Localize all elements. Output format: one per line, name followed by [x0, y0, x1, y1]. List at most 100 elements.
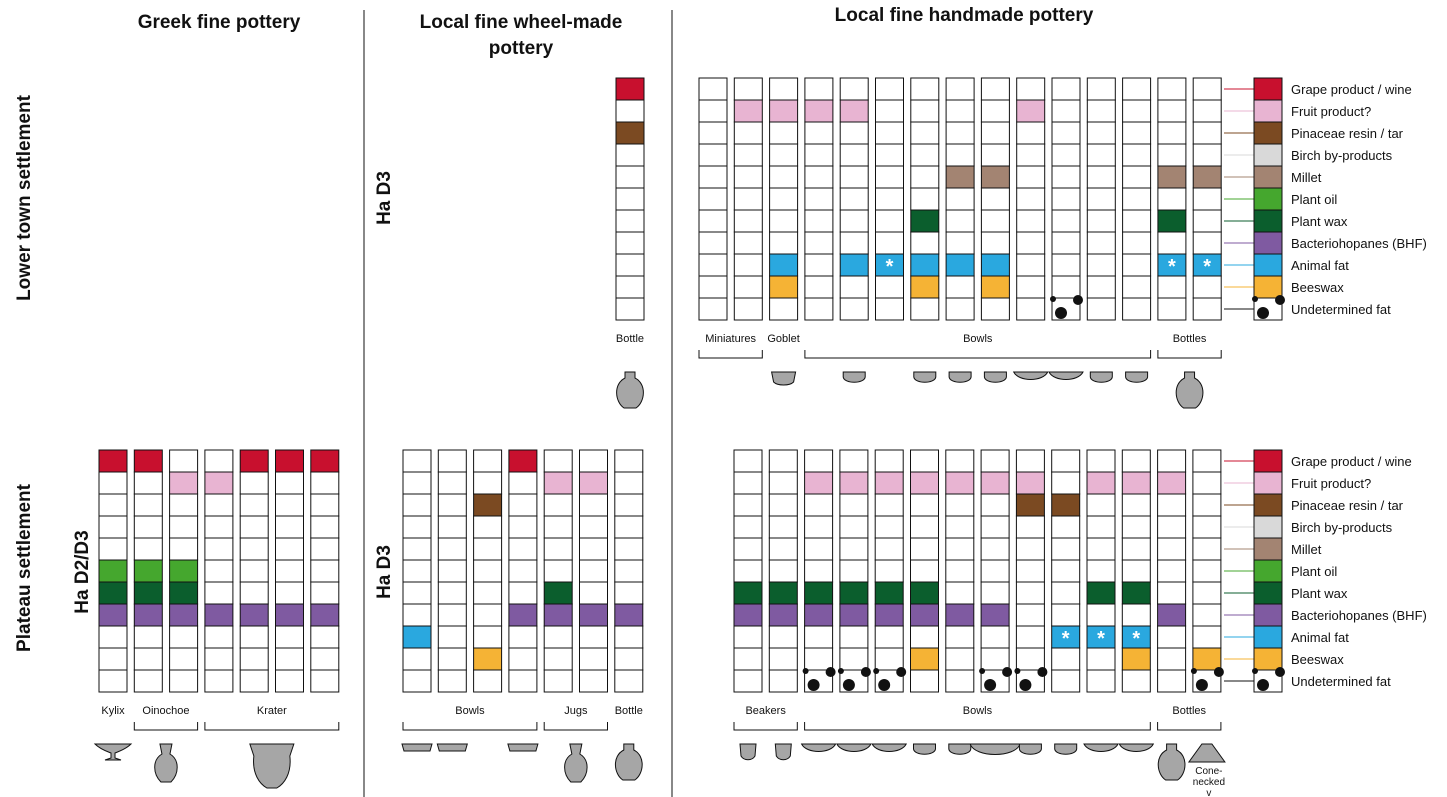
residue-cell [98, 647, 128, 671]
vessel-goblet-icon [770, 371, 797, 386]
residue-cell [1157, 559, 1187, 583]
residue-cell [204, 449, 234, 473]
residue-cell [733, 515, 763, 539]
residue-cell [945, 559, 975, 583]
panel-plateau_hand: * * * Beakers Bowls Bottles Cone-necked v [733, 449, 1226, 797]
residue-cell [437, 625, 467, 649]
residue-cell [804, 165, 834, 189]
residue-cell [839, 625, 869, 649]
residue-cell [239, 625, 269, 649]
sample-column [543, 449, 573, 693]
residue-cell [945, 143, 975, 167]
residue-cell-filled [980, 603, 1010, 627]
residue-cell-filled [839, 253, 869, 277]
residue-cell [945, 77, 975, 101]
legend-swatch [1253, 231, 1283, 255]
residue-cell [204, 625, 234, 649]
residue-cell-filled [402, 625, 432, 649]
residue-cell [769, 231, 799, 255]
phase-plateau-greek: Ha D2/D3 [72, 530, 93, 613]
residue-cell [945, 647, 975, 671]
residue-cell-filled [945, 253, 975, 277]
group-bracket [133, 722, 199, 731]
vessel-dish-icon [1048, 371, 1084, 380]
residue-cell [804, 515, 834, 539]
residue-cell [98, 471, 128, 495]
residue-cell [804, 559, 834, 583]
residue-cell [1086, 121, 1116, 145]
vessel-dish-icon [1083, 743, 1119, 752]
residue-cell [910, 297, 940, 321]
residue-cell [1121, 669, 1151, 693]
header-handmade: Local fine handmade pottery [835, 5, 1094, 26]
residue-cell [437, 669, 467, 693]
residue-cell [910, 669, 939, 693]
residue-cell [980, 559, 1010, 583]
residue-cell-filled [473, 493, 503, 517]
residue-cell-filled [310, 603, 340, 627]
residue-cell [473, 537, 503, 561]
residue-cell [945, 187, 975, 211]
residue-cell [804, 449, 834, 473]
residue-cell [508, 515, 538, 539]
sample-column [802, 449, 836, 693]
residue-cell [133, 647, 163, 671]
group-label: Bowls [963, 705, 993, 717]
sample-column [768, 449, 798, 693]
residue-cell [839, 449, 869, 473]
residue-cell [733, 297, 763, 321]
residue-cell [1086, 559, 1116, 583]
residue-cell-filled [169, 471, 199, 495]
residue-cell [1192, 187, 1222, 211]
legend-label: Bacteriohopanes (BHF) [1291, 236, 1427, 251]
residue-cell [1051, 449, 1081, 473]
residue-cell-filled [804, 603, 834, 627]
residue-cell [1121, 515, 1151, 539]
vessel-krater-icon [249, 743, 295, 789]
legend-swatch [1253, 471, 1283, 495]
group-bracket [204, 722, 340, 731]
residue-cell-filled [768, 581, 798, 605]
residue-cell [1122, 231, 1152, 255]
residue-cell-filled [733, 603, 763, 627]
residue-cell [543, 669, 573, 693]
group-label: Beakers [745, 705, 786, 717]
residue-cell [804, 275, 834, 299]
residue-cell-filled [910, 603, 939, 627]
sample-column [1086, 77, 1116, 321]
residue-cell [543, 647, 573, 671]
residue-cell [980, 209, 1010, 233]
sample-column [579, 449, 608, 693]
residue-cell [239, 493, 269, 517]
residue-cell-filled [239, 603, 269, 627]
residue-cell-filled [169, 603, 199, 627]
residue-cell [473, 669, 503, 693]
residue-cell [839, 187, 869, 211]
legend-label: Plant oil [1291, 564, 1337, 579]
residue-cell [769, 187, 799, 211]
residue-cell [1051, 471, 1081, 495]
residue-cell [1086, 537, 1116, 561]
residue-cell [733, 275, 763, 299]
sample-column [839, 77, 869, 321]
vessel-cup-icon [913, 743, 936, 755]
residue-cell [614, 669, 644, 693]
residue-cell [875, 121, 904, 145]
residue-cell [1157, 493, 1187, 517]
residue-cell [310, 669, 340, 693]
residue-cell [769, 143, 799, 167]
residue-cell-filled [804, 99, 834, 123]
residue-cell [874, 537, 904, 561]
residue-cell [275, 647, 304, 671]
residue-cell [733, 187, 763, 211]
sample-column [1157, 449, 1187, 693]
vessel-cup-icon [948, 743, 972, 755]
group-label: Kylix [101, 705, 125, 717]
residue-cell [169, 647, 199, 671]
residue-cell [733, 253, 763, 277]
sample-column [733, 449, 763, 693]
vessel-jug-icon [154, 743, 178, 783]
residue-cell [733, 493, 763, 517]
residue-cell [615, 297, 645, 321]
sample-column: * [875, 77, 904, 321]
